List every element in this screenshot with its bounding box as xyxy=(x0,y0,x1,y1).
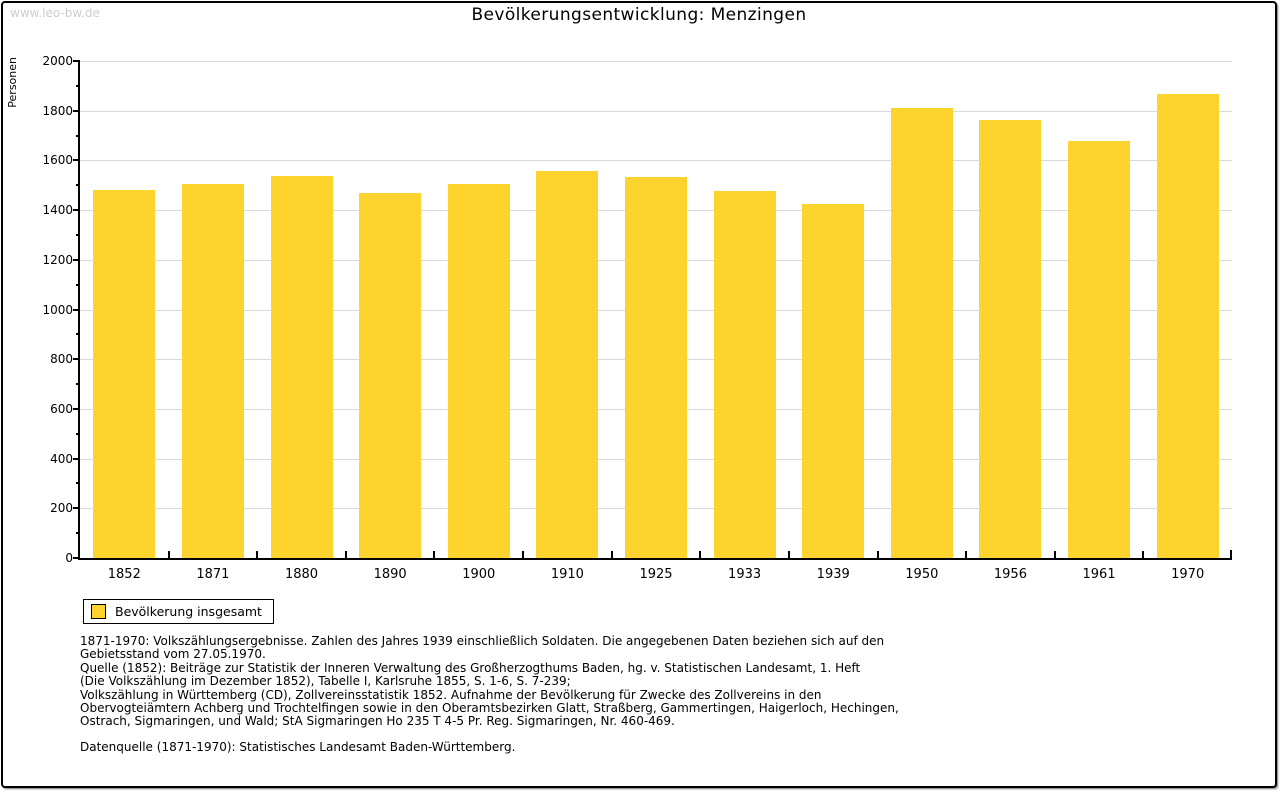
x-axis-tick xyxy=(699,551,702,558)
y-tick-label: 1200 xyxy=(42,252,73,267)
y-axis-tick xyxy=(76,482,80,485)
bar[interactable] xyxy=(181,183,244,558)
y-axis-tick xyxy=(73,507,80,510)
legend-label: Bevölkerung insgesamt xyxy=(115,604,262,619)
x-axis-tick xyxy=(610,551,613,558)
legend: Bevölkerung insgesamt xyxy=(83,599,274,624)
x-axis-tick xyxy=(787,551,790,558)
x-tick-label: 1910 xyxy=(550,567,584,582)
plot-area: 0 200 400 600 800 1000 1200 1400 1600 1800 2000 185… xyxy=(42,54,1232,582)
x-tick-label: 1852 xyxy=(107,567,141,582)
footnote-line: 1871-1970: Volkszählungsergebnisse. Zahl… xyxy=(80,634,885,648)
y-axis-tick xyxy=(76,532,80,535)
y-axis-tick xyxy=(73,258,80,261)
y-tick-label: 1600 xyxy=(42,153,73,168)
x-tick-label: 1880 xyxy=(284,567,319,582)
y-axis-tick xyxy=(76,184,80,187)
bar[interactable] xyxy=(1068,141,1131,558)
footnote-line: Obervogteiämtern Achberg und Trochtelfin… xyxy=(80,701,899,716)
x-tick-label: 1956 xyxy=(993,567,1027,582)
bar[interactable] xyxy=(625,176,687,558)
x-axis-tick xyxy=(522,551,525,558)
y-tick-label: 1000 xyxy=(42,302,73,317)
y-axis-tick xyxy=(76,134,80,137)
bar[interactable] xyxy=(536,171,599,558)
x-tick-label: 1890 xyxy=(373,567,407,582)
x-tick-label: 1933 xyxy=(728,567,762,582)
bar[interactable] xyxy=(93,190,156,558)
x-axis-tick xyxy=(965,551,968,558)
x-axis-tick xyxy=(167,551,170,558)
bar[interactable] xyxy=(802,203,865,558)
footnote-line: Ostrach, Sigmaringen, und Wald; StA Sigm… xyxy=(80,714,675,729)
bar[interactable] xyxy=(270,175,333,558)
y-axis-tick xyxy=(76,84,80,87)
y-axis-tick xyxy=(76,333,80,336)
y-tick-label: 1400 xyxy=(42,203,73,218)
y-tick-label: 600 xyxy=(50,401,73,416)
y-tick-label: 200 xyxy=(50,501,73,516)
footnote-line: Volkszählung in Württemberg (CD), Zollve… xyxy=(80,687,822,702)
chart-title: Bevölkerungsentwicklung: Menzingen xyxy=(471,5,807,25)
x-tick-label: 1970 xyxy=(1171,567,1205,582)
bar[interactable] xyxy=(890,107,953,558)
y-tick-label: 0 xyxy=(65,551,73,565)
y-axis-tick xyxy=(76,383,80,386)
x-axis-tick xyxy=(1142,551,1145,558)
bar[interactable] xyxy=(1156,94,1219,558)
bar[interactable] xyxy=(447,183,510,558)
x-axis-tick xyxy=(1053,551,1056,558)
y-axis-label: Personen xyxy=(6,57,19,108)
y-tick-label: 400 xyxy=(50,451,73,466)
y-axis-tick xyxy=(73,109,80,112)
y-axis-tick xyxy=(76,233,80,236)
x-axis-tick xyxy=(433,551,436,558)
x-tick-label: 1900 xyxy=(462,567,496,582)
y-axis-tick xyxy=(76,432,80,435)
footnote-lines: 1871-1970: Volkszählungsergebnisse. Zahl… xyxy=(80,634,1200,729)
x-axis-tick xyxy=(876,551,879,558)
y-axis-tick xyxy=(73,457,80,460)
datasource-line: Datenquelle (1871-1970): Statistisches L… xyxy=(80,739,516,754)
watermark: www.leo-bw.de xyxy=(10,6,100,20)
footnote-line: Quelle (1852): Beiträge zur Statistik de… xyxy=(80,660,861,675)
y-axis-tick xyxy=(73,308,80,311)
x-axis-tick xyxy=(1230,550,1232,558)
footnote-line: (Die Volkszählung im Dezember 1852), Tab… xyxy=(80,674,571,689)
x-tick-label: 1961 xyxy=(1082,567,1116,582)
y-axis-tick xyxy=(73,60,80,62)
bar[interactable] xyxy=(359,192,422,558)
y-tick-label: 2000 xyxy=(42,54,73,68)
x-tick-label: 1925 xyxy=(639,567,673,582)
legend-swatch xyxy=(91,604,106,619)
y-axis-tick xyxy=(73,209,80,212)
y-axis-tick xyxy=(73,557,80,559)
x-axis-tick xyxy=(344,551,347,558)
x-tick-label: 1939 xyxy=(816,567,850,582)
y-axis-tick xyxy=(73,358,80,361)
x-tick-label: 1950 xyxy=(905,567,939,582)
y-axis-tick xyxy=(76,283,80,286)
bar[interactable] xyxy=(979,119,1042,558)
gridline xyxy=(80,160,1232,162)
y-tick-label: 800 xyxy=(50,352,73,367)
y-axis-tick xyxy=(73,159,80,162)
y-tick-label: 1800 xyxy=(42,103,73,118)
x-axis-tick xyxy=(256,551,259,558)
gridline xyxy=(80,61,1232,62)
footnotes: 1871-1970: Volkszählungsergebnisse. Zahl… xyxy=(80,634,1200,754)
footnote-line: Gebietsstand vom 27.05.1970. xyxy=(80,647,266,662)
gridline xyxy=(80,110,1232,112)
x-tick-label: 1871 xyxy=(196,567,230,582)
y-axis-tick xyxy=(73,407,80,410)
bar[interactable] xyxy=(713,190,776,558)
